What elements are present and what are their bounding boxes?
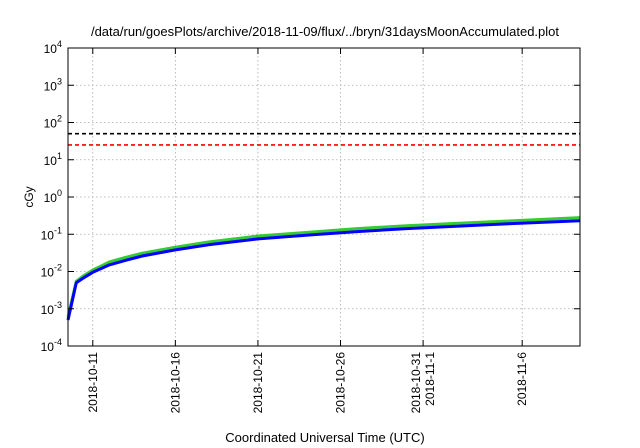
y-tick-exponent: -1 xyxy=(54,225,62,235)
y-tick-exponent: 1 xyxy=(57,151,62,161)
x-tick-label: 2018-10-16 xyxy=(168,352,182,414)
x-tick-label: 2018-10-26 xyxy=(334,352,348,414)
y-tick-exponent: -3 xyxy=(54,300,62,310)
y-tick-label: 10-4 xyxy=(41,337,62,354)
y-tick-label: 10-3 xyxy=(41,300,62,317)
y-axis-label: cGy xyxy=(22,186,36,207)
y-tick-exponent: 2 xyxy=(57,114,62,124)
x-tick-label: 2018-10-11 xyxy=(86,352,100,413)
y-tick-exponent: -2 xyxy=(54,263,62,273)
x-axis-label: Coordinated Universal Time (UTC) xyxy=(225,430,424,445)
x-tick-label: 2018-11-1 xyxy=(423,352,437,406)
series-lines xyxy=(66,216,581,321)
y-tick-exponent: 3 xyxy=(57,76,62,86)
y-tick-label: 102 xyxy=(44,114,62,131)
y-tick-label: 10-1 xyxy=(41,225,62,242)
x-tick-labels: 2018-10-11 2018-10-16 2018-10-21 2018-10-26… xyxy=(86,352,529,414)
y-tick-exponent: 4 xyxy=(57,39,62,49)
y-tick-label: 104 xyxy=(44,39,62,56)
x-tick-label: 2018-10-21 xyxy=(251,352,265,414)
y-tick-label: 100 xyxy=(44,188,62,205)
series-line xyxy=(66,216,581,318)
y-tick-exponent: 0 xyxy=(57,188,62,198)
y-tick-label: 10-2 xyxy=(41,263,62,280)
axis-ticks xyxy=(68,47,580,347)
threshold-lines xyxy=(68,132,580,146)
grid-lines xyxy=(68,48,580,346)
chart-title: /data/run/goesPlots/archive/2018-11-09/f… xyxy=(91,24,559,39)
series-line xyxy=(66,219,581,321)
y-tick-label: 103 xyxy=(44,76,62,93)
x-tick-label: 2018-11-6 xyxy=(515,352,529,406)
y-tick-label: 101 xyxy=(44,151,62,168)
y-tick-exponent: -4 xyxy=(54,337,62,347)
x-tick-label: 2018-10-31 xyxy=(409,352,423,414)
